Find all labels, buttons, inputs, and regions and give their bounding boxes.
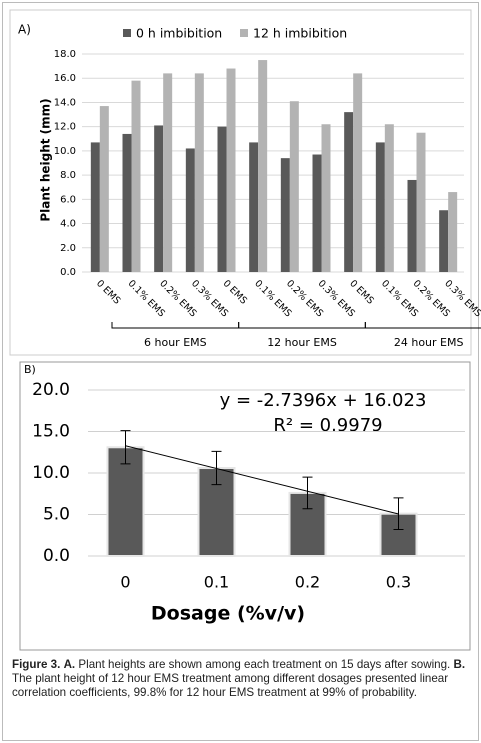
y-tick-label: 5.0 <box>43 505 70 525</box>
bar <box>280 158 290 272</box>
y-tick-label: 20.0 <box>32 380 70 400</box>
bar <box>163 73 173 272</box>
bar <box>99 106 109 272</box>
caption-label: A. <box>63 658 76 671</box>
bar <box>344 112 354 272</box>
trendline <box>125 445 399 515</box>
bar <box>312 154 322 272</box>
y-tick-label: 6.0 <box>60 194 76 205</box>
group-bracket <box>364 322 481 329</box>
bar <box>448 192 458 272</box>
caption: Figure 3. A. Plant heights are shown amo… <box>12 658 470 700</box>
y-tick-label: 10.0 <box>54 146 76 157</box>
group-label: 6 hour EMS <box>144 336 207 349</box>
y-tick-label: 12.0 <box>54 122 76 133</box>
x-axis-title: Dosage (%v/v) <box>151 603 305 625</box>
bar <box>90 142 100 272</box>
caption-text: Plant heights are shown among each treat… <box>78 658 451 671</box>
error-bar <box>302 476 313 510</box>
legend-label: 0 h imbibition <box>136 26 222 41</box>
bar <box>384 124 394 272</box>
x-tick-label: 0.1 <box>204 573 229 592</box>
bar <box>194 73 204 272</box>
bar <box>289 101 299 272</box>
y-tick-label: 18.0 <box>54 49 76 60</box>
bar <box>106 446 145 557</box>
figure-label: Figure 3. <box>12 658 61 671</box>
chart-b: B) Dosage (%v/v) y = -2.7396x + 16.023 R… <box>19 361 471 651</box>
bar <box>185 148 195 272</box>
bar <box>375 142 385 272</box>
bar <box>249 142 259 272</box>
bar <box>321 124 331 272</box>
group-label: 12 hour EMS <box>267 336 337 349</box>
caption-text: The plant height of 12 hour EMS treatmen… <box>12 672 449 699</box>
y-tick-label: 0.0 <box>60 267 76 278</box>
legend-swatch <box>240 29 248 37</box>
panel-label: B) <box>24 363 36 376</box>
bar <box>122 133 132 272</box>
y-tick-label: 15.0 <box>32 422 70 442</box>
bar <box>154 125 164 272</box>
r-squared: R² = 0.9979 <box>273 415 382 436</box>
y-axis-title: Plant height (mm) <box>39 98 53 221</box>
chart-a-box <box>9 9 472 356</box>
bar <box>217 126 227 273</box>
x-tick-label: 0 <box>120 573 130 592</box>
bar <box>407 179 417 272</box>
y-tick-label: 4.0 <box>60 219 76 230</box>
y-tick-label: 14.0 <box>54 97 76 108</box>
x-tick-label: 0.2 <box>295 573 320 592</box>
y-tick-label: 16.0 <box>54 73 76 84</box>
chart-b-box <box>19 361 471 651</box>
caption-label: B. <box>453 658 466 671</box>
bar <box>416 132 426 272</box>
legend-label: 12 h imbibition <box>253 26 347 41</box>
legend-swatch <box>123 29 131 37</box>
group-label: 24 hour EMS <box>394 336 464 349</box>
x-tick-label: 0.3 <box>386 573 411 592</box>
y-tick-label: 8.0 <box>60 170 76 181</box>
chart-a: A) Plant height (mm) 0.0 2.0 4.0 6.0 8.0 10.0… <box>9 9 481 356</box>
bar <box>439 210 449 272</box>
bar <box>131 80 141 273</box>
y-tick-label: 10.0 <box>32 463 70 483</box>
bar <box>353 73 363 272</box>
y-tick-label: 0.0 <box>43 546 70 566</box>
bar <box>288 491 327 558</box>
bar <box>226 68 236 273</box>
panel-label: A) <box>18 23 31 37</box>
error-bar <box>120 430 131 465</box>
trendline-equation: y = -2.7396x + 16.023 <box>220 390 427 411</box>
y-tick-label: 2.0 <box>60 243 76 254</box>
bar <box>258 60 268 272</box>
